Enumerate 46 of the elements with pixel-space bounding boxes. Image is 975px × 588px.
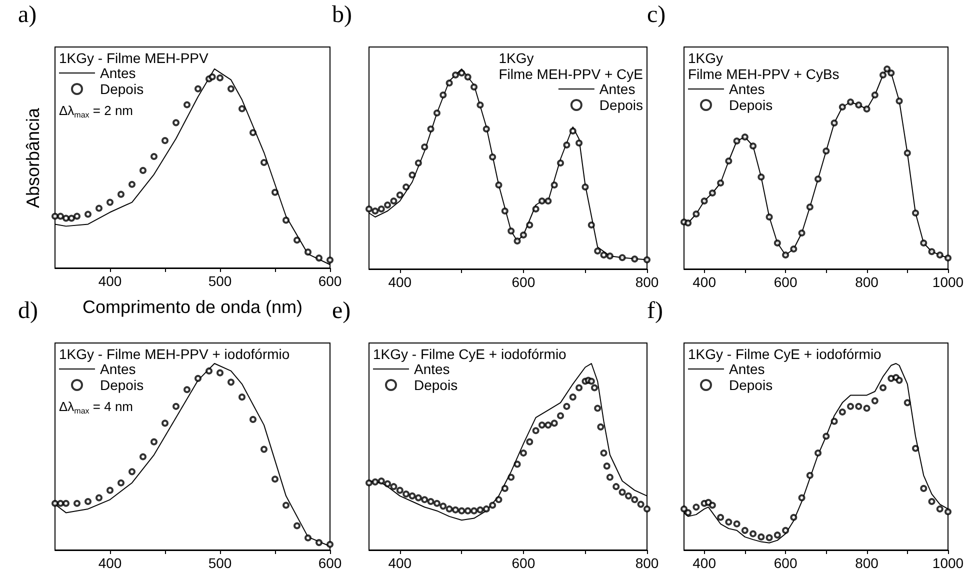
x-axis-title: Comprimento de onda (nm) [82, 297, 303, 317]
legend-title: 1KGy - Filme CyE + iodofórmio [373, 346, 567, 362]
x-tick-label: 600 [512, 274, 536, 290]
x-tick-label: 600 [512, 555, 536, 571]
chart-title: a) [18, 2, 37, 28]
x-tick-label: 1000 [932, 555, 964, 571]
legend-title: 1KGy - Filme CyE + iodofórmio [688, 346, 882, 362]
legend-title: 1KGy Filme MEH-PPV + CyBs [688, 50, 840, 82]
x-tick-label: 500 [208, 273, 232, 289]
legend-label: Depois [100, 377, 144, 393]
x-tick-label: 800 [855, 274, 879, 290]
legend-label: Antes [414, 361, 450, 377]
legend-label: Depois [729, 377, 773, 393]
x-tick-label: 600 [318, 273, 342, 289]
x-tick-label: 400 [388, 555, 412, 571]
legend-label: Antes [599, 81, 636, 97]
x-tick-label: 600 [774, 274, 798, 290]
x-tick-label: 600 [318, 555, 342, 571]
x-tick-label: 800 [635, 555, 659, 571]
x-tick-label: 1000 [932, 274, 964, 290]
x-tick-label: 400 [98, 273, 122, 289]
x-tick-label: 400 [388, 274, 412, 290]
x-tick-label: 400 [98, 555, 122, 571]
legend-label: Depois [414, 377, 458, 393]
chart-title: d) [18, 298, 38, 324]
legend-label: Depois [729, 97, 773, 113]
x-tick-label: 800 [635, 274, 659, 290]
legend-label: Depois [100, 81, 144, 97]
x-tick-label: 500 [208, 555, 232, 571]
legend-label: Antes [729, 81, 765, 97]
x-tick-label: 400 [692, 274, 716, 290]
chart-title: f) [647, 298, 663, 324]
legend-label: Antes [100, 361, 136, 377]
chart-title: c) [647, 2, 666, 28]
legend-label: Depois [599, 97, 644, 113]
x-tick-label: 400 [692, 555, 716, 571]
chart-title: e) [332, 298, 351, 324]
legend-title: 1KGy - Filme MEH-PPV [59, 50, 210, 66]
legend-title: 1KGy - Filme MEH-PPV + iodofórmio [59, 346, 290, 362]
x-tick-label: 800 [855, 555, 879, 571]
legend-label: Antes [100, 65, 136, 81]
y-axis-title: Absorbância [23, 106, 43, 208]
chart-title: b) [332, 2, 352, 28]
legend-label: Antes [729, 361, 765, 377]
legend-title: 1KGy Filme MEH-PPV + CyE [498, 50, 644, 82]
x-tick-label: 600 [774, 555, 798, 571]
